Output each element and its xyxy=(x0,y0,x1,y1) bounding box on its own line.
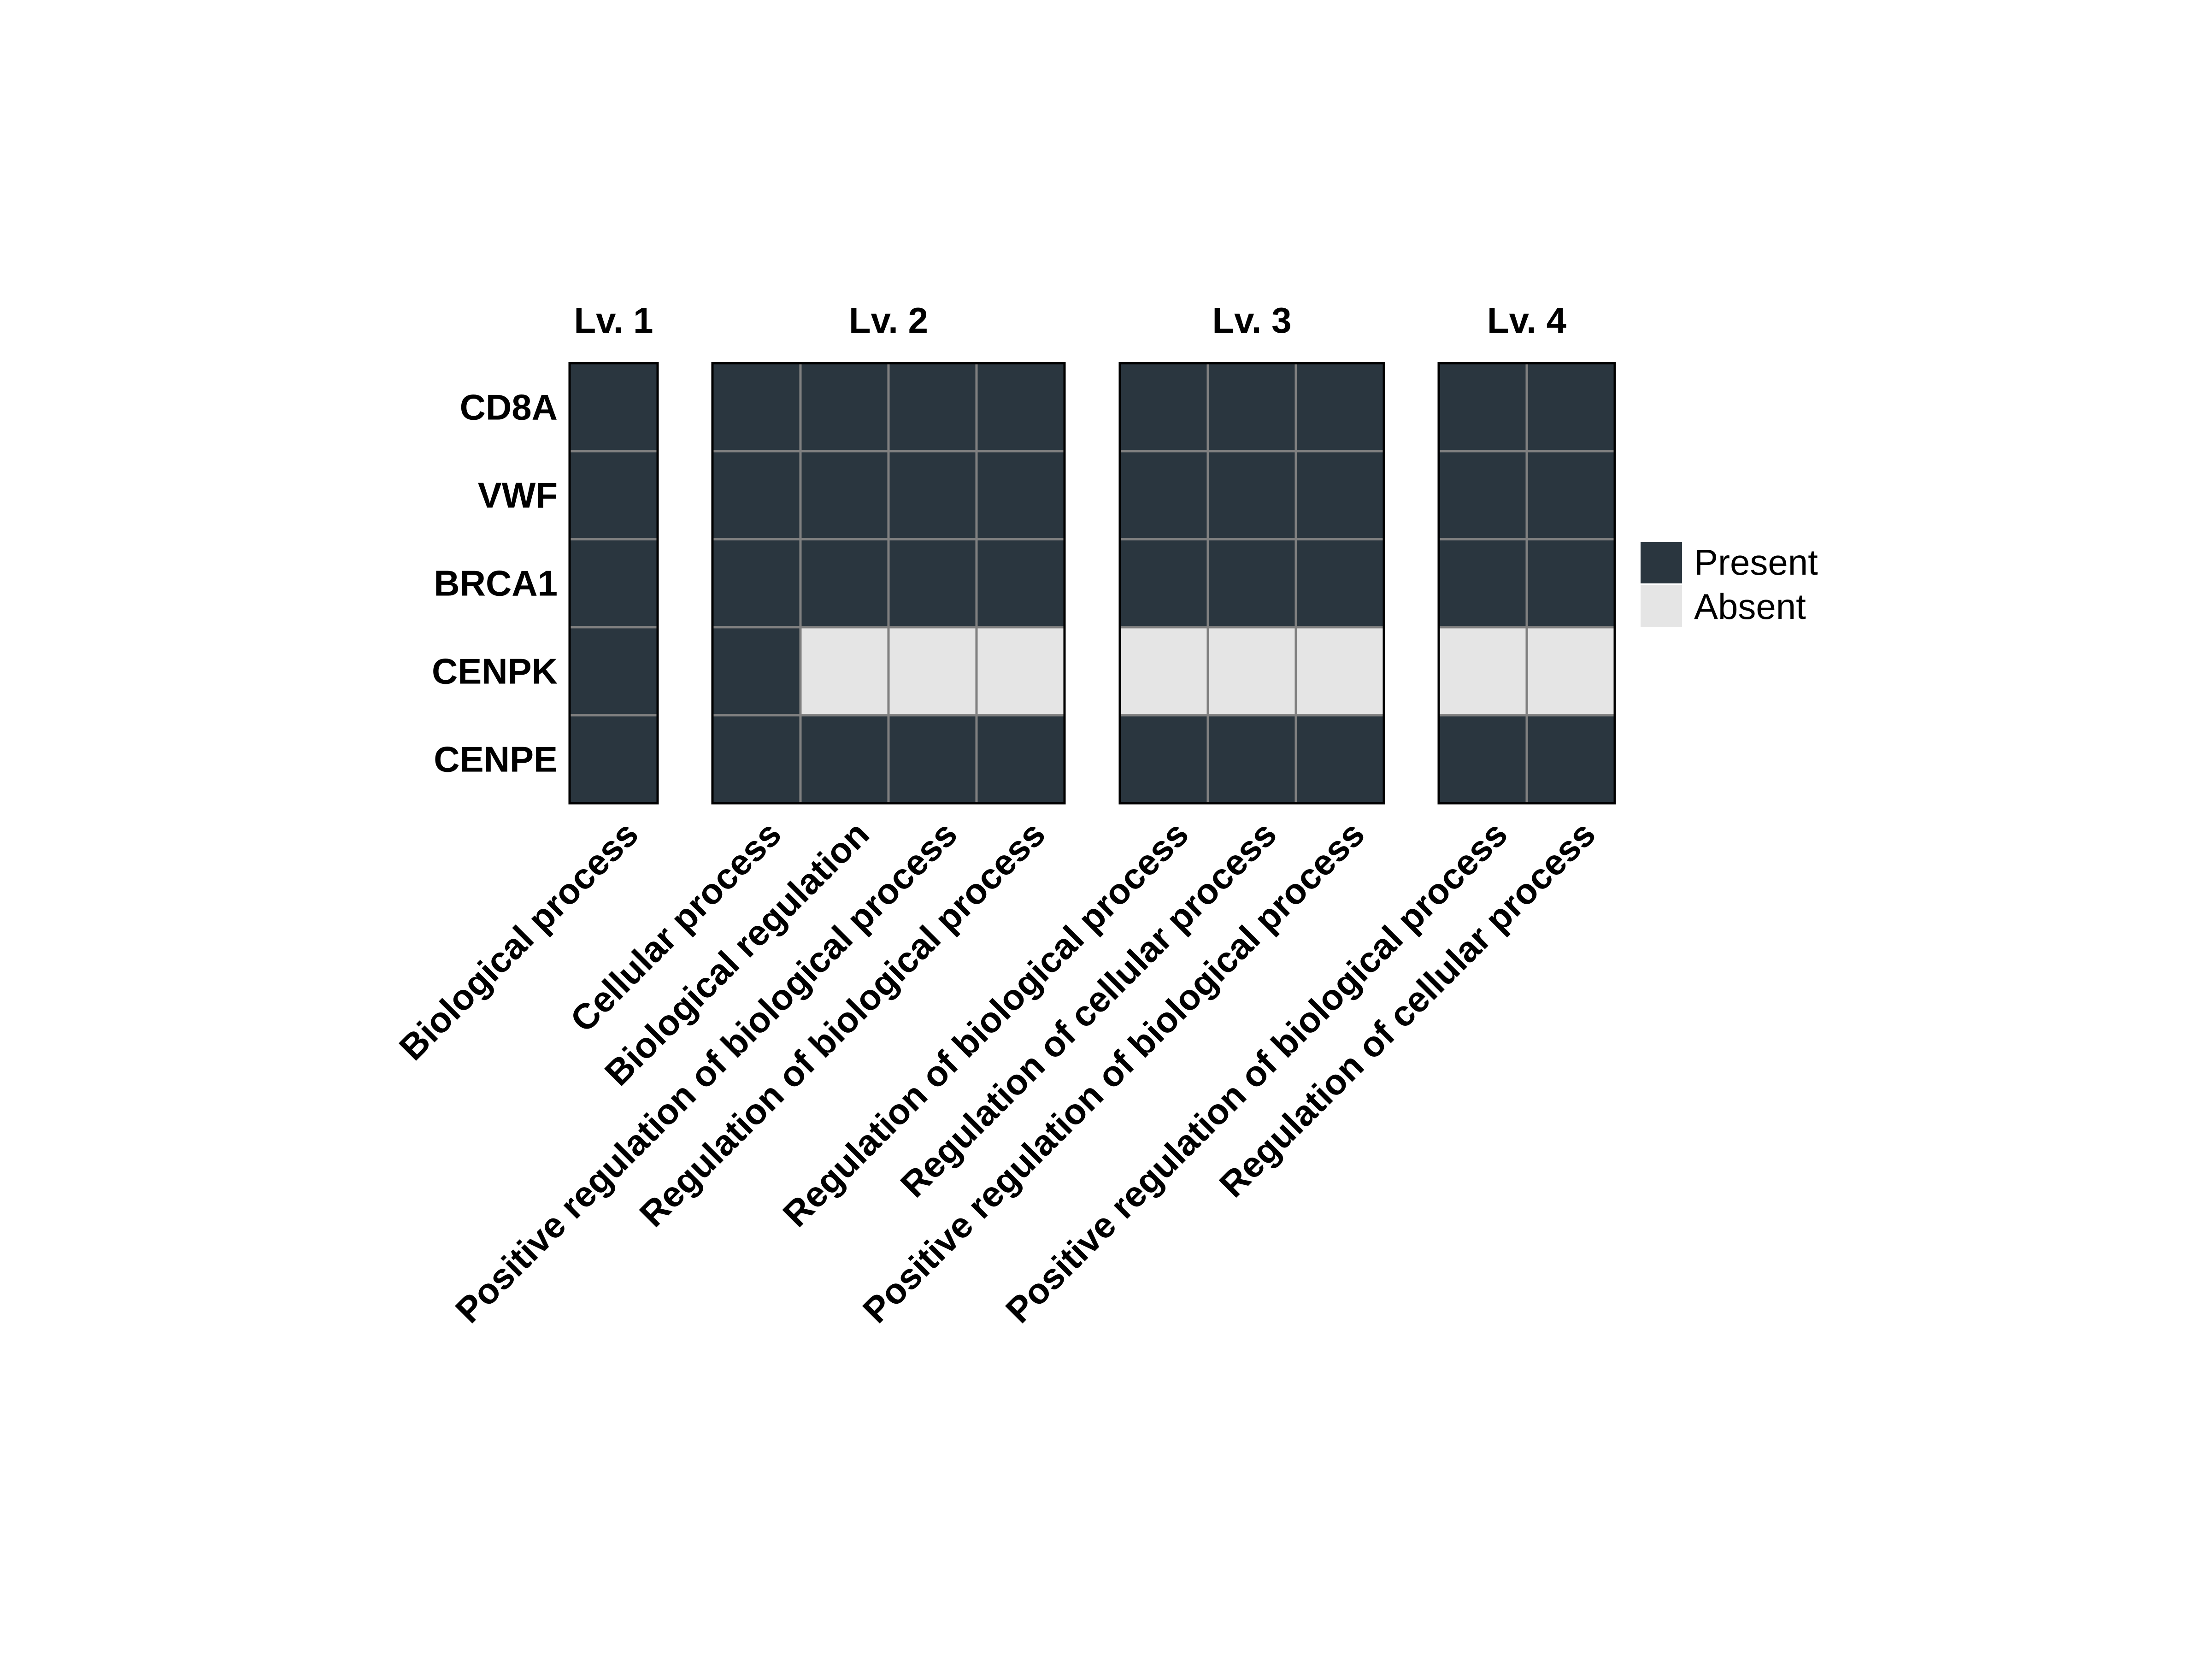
legend-swatch-absent xyxy=(1641,585,1682,627)
heatmap-cell xyxy=(975,362,1066,453)
panel-border xyxy=(1118,362,1385,805)
heatmap-cell xyxy=(1437,450,1528,541)
heatmap-cell xyxy=(711,362,802,453)
heatmap-cell xyxy=(887,714,978,805)
heatmap-cell xyxy=(1525,450,1616,541)
heatmap-cell xyxy=(799,538,890,629)
heatmap-cell xyxy=(887,626,978,717)
heatmap-cell xyxy=(1118,450,1209,541)
heatmap-cell xyxy=(1294,450,1385,541)
heatmap-cell xyxy=(1294,714,1385,805)
heatmap-cell xyxy=(711,538,802,629)
heatmap-cell xyxy=(568,362,659,453)
legend: Present Absent xyxy=(1641,542,1818,627)
heatmap-cell xyxy=(1437,538,1528,629)
column-label: Regulation of cellular process xyxy=(1212,813,1603,1205)
legend-label-absent: Absent xyxy=(1694,586,1806,627)
heatmap-cell xyxy=(799,626,890,717)
panel-title: Lv. 4 xyxy=(1487,300,1566,341)
column-label: Biological process xyxy=(391,813,646,1068)
heatmap-cell xyxy=(1294,362,1385,453)
heatmap-cell xyxy=(1437,362,1528,453)
panel-border xyxy=(711,362,1066,805)
heatmap-cell xyxy=(711,626,802,717)
row-label: VWF xyxy=(478,475,558,516)
heatmap-cell xyxy=(1206,450,1297,541)
panel-title: Lv. 3 xyxy=(1212,300,1292,341)
heatmap-cell xyxy=(711,714,802,805)
heatmap-cell xyxy=(568,538,659,629)
heatmap-cell xyxy=(568,450,659,541)
heatmap-cell xyxy=(799,714,890,805)
heatmap-cell xyxy=(1206,626,1297,717)
heatmap-cell xyxy=(887,450,978,541)
row-label: CENPE xyxy=(434,739,558,780)
heatmap-cell xyxy=(799,362,890,453)
heatmap-cell xyxy=(711,450,802,541)
heatmap-cell xyxy=(1118,714,1209,805)
panel-title: Lv. 2 xyxy=(849,300,928,341)
heatmap-cell xyxy=(1118,362,1209,453)
heatmap-cell xyxy=(799,450,890,541)
heatmap-cell xyxy=(975,626,1066,717)
legend-swatch-present xyxy=(1641,542,1682,583)
row-label: CD8A xyxy=(460,387,558,428)
heatmap-cell xyxy=(1294,626,1385,717)
row-labels: CD8A VWF BRCA1 CENPK CENPE xyxy=(432,387,558,780)
heatmap-cell xyxy=(975,714,1066,805)
heatmap-cell xyxy=(1525,714,1616,805)
panel-border xyxy=(1437,362,1616,805)
heatmap-cell xyxy=(887,538,978,629)
heatmap-cell xyxy=(1206,538,1297,629)
column-label: Positive regulation of biological proces… xyxy=(998,813,1515,1331)
heatmap-cell xyxy=(1437,714,1528,805)
heatmap-cell xyxy=(1525,626,1616,717)
heatmap-cell xyxy=(1294,538,1385,629)
heatmap-cell xyxy=(1206,714,1297,805)
panel-title: Lv. 1 xyxy=(574,300,653,341)
row-label: BRCA1 xyxy=(434,563,558,604)
heatmap-cell xyxy=(887,362,978,453)
heatmap-cell xyxy=(1206,362,1297,453)
heatmap-cell xyxy=(1118,626,1209,717)
heatmap-cell xyxy=(568,626,659,717)
heatmap-cell xyxy=(1525,538,1616,629)
row-label: CENPK xyxy=(432,651,558,692)
heatmap-cell xyxy=(975,450,1066,541)
heatmap-cell xyxy=(1437,626,1528,717)
heatmap-cell xyxy=(1118,538,1209,629)
heatmap-cell xyxy=(568,714,659,805)
heatmap-cell xyxy=(975,538,1066,629)
panel-border xyxy=(568,362,659,805)
heatmap-cell xyxy=(1525,362,1616,453)
column-label: Regulation of cellular process xyxy=(893,813,1284,1205)
legend-label-present: Present xyxy=(1694,542,1818,582)
